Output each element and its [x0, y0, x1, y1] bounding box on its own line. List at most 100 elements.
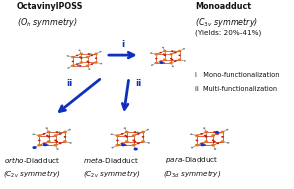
Circle shape	[159, 60, 162, 62]
Circle shape	[163, 58, 167, 61]
Circle shape	[141, 131, 145, 133]
Text: ii  Multi-functionalization: ii Multi-functionalization	[195, 86, 277, 92]
Circle shape	[80, 53, 83, 55]
Circle shape	[147, 129, 149, 130]
Circle shape	[123, 127, 126, 129]
Circle shape	[95, 57, 97, 59]
Circle shape	[47, 140, 51, 143]
Circle shape	[178, 58, 181, 61]
Circle shape	[46, 127, 48, 129]
Circle shape	[86, 64, 89, 67]
Circle shape	[76, 63, 78, 65]
Circle shape	[86, 56, 89, 58]
Circle shape	[132, 139, 135, 141]
Circle shape	[183, 48, 185, 50]
Circle shape	[116, 134, 119, 137]
Circle shape	[163, 62, 165, 64]
Circle shape	[125, 131, 129, 133]
Circle shape	[32, 146, 37, 149]
Circle shape	[67, 67, 69, 69]
Circle shape	[178, 50, 181, 52]
Text: ($D_{3d}$ symmetry): ($D_{3d}$ symmetry)	[163, 168, 221, 179]
Circle shape	[214, 148, 216, 150]
Circle shape	[141, 140, 145, 143]
Circle shape	[217, 133, 219, 135]
Circle shape	[134, 131, 136, 133]
Text: Monoadduct: Monoadduct	[195, 2, 251, 11]
Circle shape	[184, 60, 186, 62]
Circle shape	[56, 141, 58, 143]
Text: ($C_{2v}$ symmetry): ($C_{2v}$ symmetry)	[83, 168, 140, 179]
Circle shape	[134, 141, 136, 143]
Circle shape	[178, 55, 181, 56]
Circle shape	[80, 61, 83, 64]
Circle shape	[172, 66, 174, 67]
Circle shape	[59, 133, 61, 135]
Circle shape	[111, 147, 114, 148]
Circle shape	[78, 50, 81, 51]
Circle shape	[58, 132, 61, 133]
Circle shape	[220, 140, 225, 143]
Text: $\it{para}$-Diadduct: $\it{para}$-Diadduct	[166, 155, 219, 165]
Circle shape	[90, 53, 92, 55]
Circle shape	[80, 57, 83, 59]
Circle shape	[64, 136, 66, 138]
Circle shape	[212, 139, 214, 141]
Text: ii: ii	[135, 79, 141, 88]
Circle shape	[47, 136, 50, 138]
Circle shape	[155, 62, 158, 64]
Circle shape	[195, 144, 199, 146]
Circle shape	[142, 136, 144, 138]
Circle shape	[63, 140, 67, 143]
Circle shape	[150, 52, 152, 54]
Circle shape	[200, 133, 203, 135]
Circle shape	[46, 135, 49, 136]
Circle shape	[159, 52, 162, 53]
Circle shape	[195, 134, 199, 137]
Circle shape	[191, 147, 193, 148]
Circle shape	[155, 58, 158, 59]
Circle shape	[220, 131, 225, 133]
Circle shape	[155, 53, 158, 56]
Circle shape	[91, 63, 93, 65]
Circle shape	[174, 60, 176, 62]
Text: (Yields: 20%-41%): (Yields: 20%-41%)	[195, 30, 261, 36]
Text: i   Mono-functionalization: i Mono-functionalization	[195, 72, 279, 78]
Text: ($O_h$ symmetry): ($O_h$ symmetry)	[17, 16, 78, 29]
FancyArrowPatch shape	[59, 79, 100, 112]
Circle shape	[226, 129, 228, 130]
Circle shape	[86, 61, 89, 62]
Circle shape	[137, 133, 140, 135]
Circle shape	[71, 56, 75, 58]
Circle shape	[227, 142, 229, 144]
Circle shape	[211, 144, 215, 146]
Circle shape	[221, 136, 224, 138]
Circle shape	[151, 64, 153, 66]
Circle shape	[69, 142, 72, 144]
Circle shape	[54, 139, 57, 141]
Circle shape	[132, 134, 136, 137]
Circle shape	[204, 135, 206, 136]
Text: ($C_{2v}$ symmetry): ($C_{2v}$ symmetry)	[3, 168, 61, 179]
Circle shape	[72, 61, 74, 62]
Circle shape	[37, 134, 41, 137]
FancyArrowPatch shape	[122, 80, 128, 109]
Circle shape	[77, 65, 79, 66]
Circle shape	[99, 51, 101, 52]
Circle shape	[163, 50, 167, 52]
Circle shape	[204, 140, 208, 143]
Circle shape	[201, 143, 205, 146]
Circle shape	[204, 144, 206, 146]
Circle shape	[88, 62, 90, 63]
Circle shape	[136, 132, 138, 133]
Circle shape	[37, 144, 41, 146]
Circle shape	[116, 144, 119, 146]
Circle shape	[171, 50, 173, 52]
Circle shape	[43, 143, 45, 144]
Circle shape	[171, 59, 173, 60]
Circle shape	[174, 52, 176, 53]
Circle shape	[43, 133, 45, 135]
Circle shape	[213, 131, 216, 133]
Circle shape	[79, 65, 81, 67]
Circle shape	[170, 58, 172, 59]
